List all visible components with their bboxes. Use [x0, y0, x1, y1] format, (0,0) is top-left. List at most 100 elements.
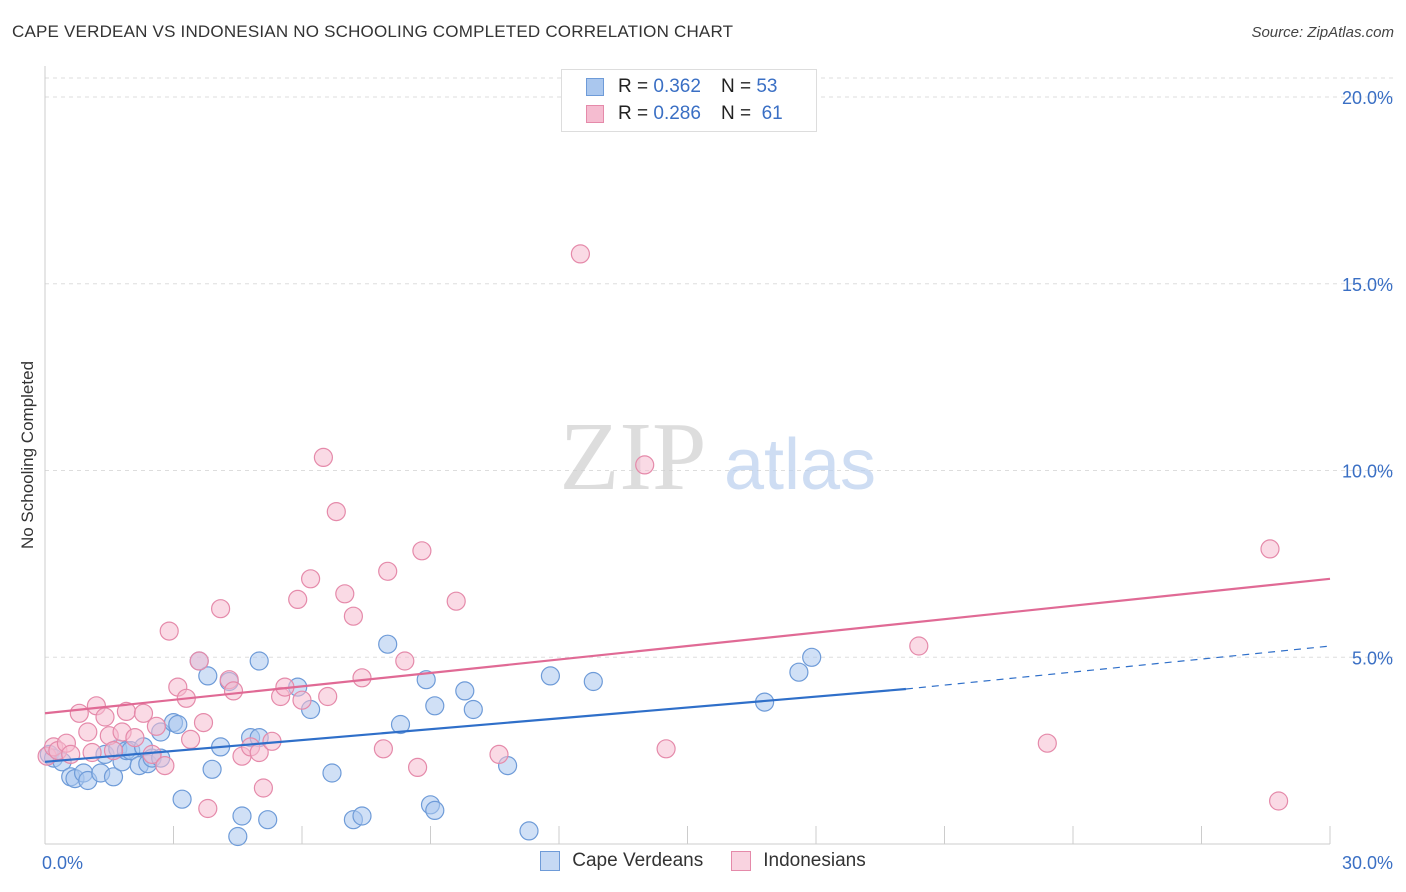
- axes: [44, 66, 1331, 845]
- point-indonesian: [125, 727, 145, 748]
- tick-labels: 5.0% 10.0% 15.0% 20.0% 0.0% 30.0%: [42, 88, 1393, 873]
- point-indonesian: [335, 584, 355, 604]
- y-axis-label: No Schooling Completed: [18, 360, 37, 550]
- point-cape-verdean: [802, 647, 822, 667]
- point-cape-verdean: [425, 696, 445, 716]
- point-indonesian: [373, 739, 393, 759]
- legend-item-indonesians[interactable]: Indonesians: [731, 850, 866, 872]
- point-cape-verdean: [540, 666, 561, 686]
- point-indonesian: [133, 703, 154, 723]
- point-cape-verdean: [378, 634, 398, 654]
- point-indonesian: [155, 755, 175, 776]
- point-indonesian: [489, 744, 509, 765]
- point-indonesian: [198, 798, 218, 819]
- point-indonesian: [656, 739, 676, 759]
- legend-row-indonesians: R = 0.286 N = 61: [586, 102, 783, 126]
- y-tick-label: 20.0%: [1342, 88, 1393, 108]
- point-indonesian: [1260, 539, 1280, 559]
- point-cape-verdean: [352, 806, 372, 826]
- legend-r-label: R =: [618, 76, 649, 97]
- point-cape-verdean: [168, 714, 188, 735]
- point-cape-verdean: [463, 699, 483, 720]
- point-indonesian: [318, 686, 338, 707]
- source-credit: Source: ZipAtlas.com: [1251, 24, 1394, 41]
- point-cape-verdean: [416, 670, 436, 690]
- point-indonesian: [352, 668, 372, 688]
- point-indonesian: [408, 757, 428, 778]
- point-indonesian: [343, 606, 363, 626]
- point-indonesian: [1268, 791, 1289, 811]
- watermark-zip: ZIP: [560, 403, 707, 511]
- legend-r-value: 0.362: [653, 76, 701, 97]
- watermark: ZIP atlas: [560, 403, 877, 511]
- legend-stats: R = 0.362 N = 53 R = 0.286 N = 61: [561, 69, 817, 132]
- point-cape-verdean: [455, 681, 475, 701]
- point-indonesian: [146, 716, 166, 736]
- legend-swatch-blue: [586, 78, 604, 96]
- legend-swatch-pink: [731, 851, 752, 871]
- legend-r-value: 0.286: [653, 103, 701, 124]
- point-indonesian: [69, 703, 89, 723]
- watermark-atlas: atlas: [724, 425, 876, 505]
- point-indonesian: [313, 447, 333, 467]
- point-indonesian: [301, 569, 321, 589]
- point-cape-verdean: [172, 789, 192, 809]
- point-cape-verdean: [519, 821, 539, 841]
- data-points: [37, 244, 1289, 847]
- trend-line-cape-verdeans: [44, 687, 907, 763]
- legend-n-label: N =: [720, 76, 752, 97]
- x-tick-label: 30.0%: [1342, 853, 1393, 873]
- legend-swatch-blue: [540, 851, 561, 871]
- point-indonesian: [159, 621, 179, 641]
- point-cape-verdean: [202, 759, 222, 779]
- point-indonesian: [193, 712, 214, 733]
- point-indonesian: [223, 681, 244, 701]
- point-indonesian: [378, 561, 398, 581]
- trend-line-cape-verdeans-extension: [905, 645, 1331, 690]
- y-tick-label: 15.0%: [1342, 275, 1393, 295]
- point-indonesian: [909, 636, 929, 656]
- point-indonesian: [189, 651, 209, 671]
- point-indonesian: [1037, 733, 1057, 753]
- point-cape-verdean: [249, 651, 269, 671]
- legend-item-cape-verdeans[interactable]: Cape Verdeans: [540, 850, 703, 872]
- legend-row-cape-verdeans: R = 0.362 N = 53: [586, 75, 777, 99]
- legend-n-value: 61: [761, 103, 783, 124]
- y-tick-label: 5.0%: [1352, 648, 1393, 668]
- point-cape-verdean: [789, 662, 809, 682]
- point-indonesian: [292, 690, 312, 710]
- point-cape-verdean: [390, 714, 411, 735]
- point-indonesian: [635, 455, 655, 475]
- point-cape-verdean: [258, 810, 278, 830]
- point-indonesian: [288, 589, 308, 610]
- point-indonesian: [95, 707, 115, 727]
- point-indonesian: [181, 729, 201, 750]
- trend-line-indonesians: [44, 577, 1331, 715]
- point-indonesian: [78, 722, 98, 742]
- point-indonesian: [211, 599, 231, 619]
- point-indonesian: [395, 651, 415, 671]
- trend-lines: [44, 577, 1331, 763]
- point-cape-verdean: [425, 800, 445, 821]
- point-indonesian: [253, 778, 273, 798]
- point-indonesian: [326, 502, 346, 522]
- gridlines: [45, 77, 1395, 658]
- point-cape-verdean: [583, 671, 603, 692]
- legend-n-value: 53: [756, 76, 778, 97]
- point-cape-verdean: [228, 826, 248, 847]
- point-indonesian: [570, 244, 591, 264]
- point-cape-verdean: [198, 666, 218, 686]
- legend-label: Indonesians: [763, 850, 866, 871]
- y-tick-label: 10.0%: [1342, 462, 1393, 482]
- legend-label: Cape Verdeans: [572, 850, 704, 871]
- legend-series: Cape Verdeans Indonesians: [0, 850, 1406, 872]
- point-cape-verdean: [322, 763, 342, 783]
- point-cape-verdean: [232, 806, 252, 826]
- legend-r-label: R =: [618, 103, 649, 124]
- chart-title: CAPE VERDEAN VS INDONESIAN NO SCHOOLING …: [12, 22, 734, 41]
- legend-n-label: N =: [720, 103, 752, 124]
- point-cape-verdean: [103, 767, 124, 787]
- point-indonesian: [412, 541, 432, 561]
- legend-swatch-pink: [586, 105, 604, 123]
